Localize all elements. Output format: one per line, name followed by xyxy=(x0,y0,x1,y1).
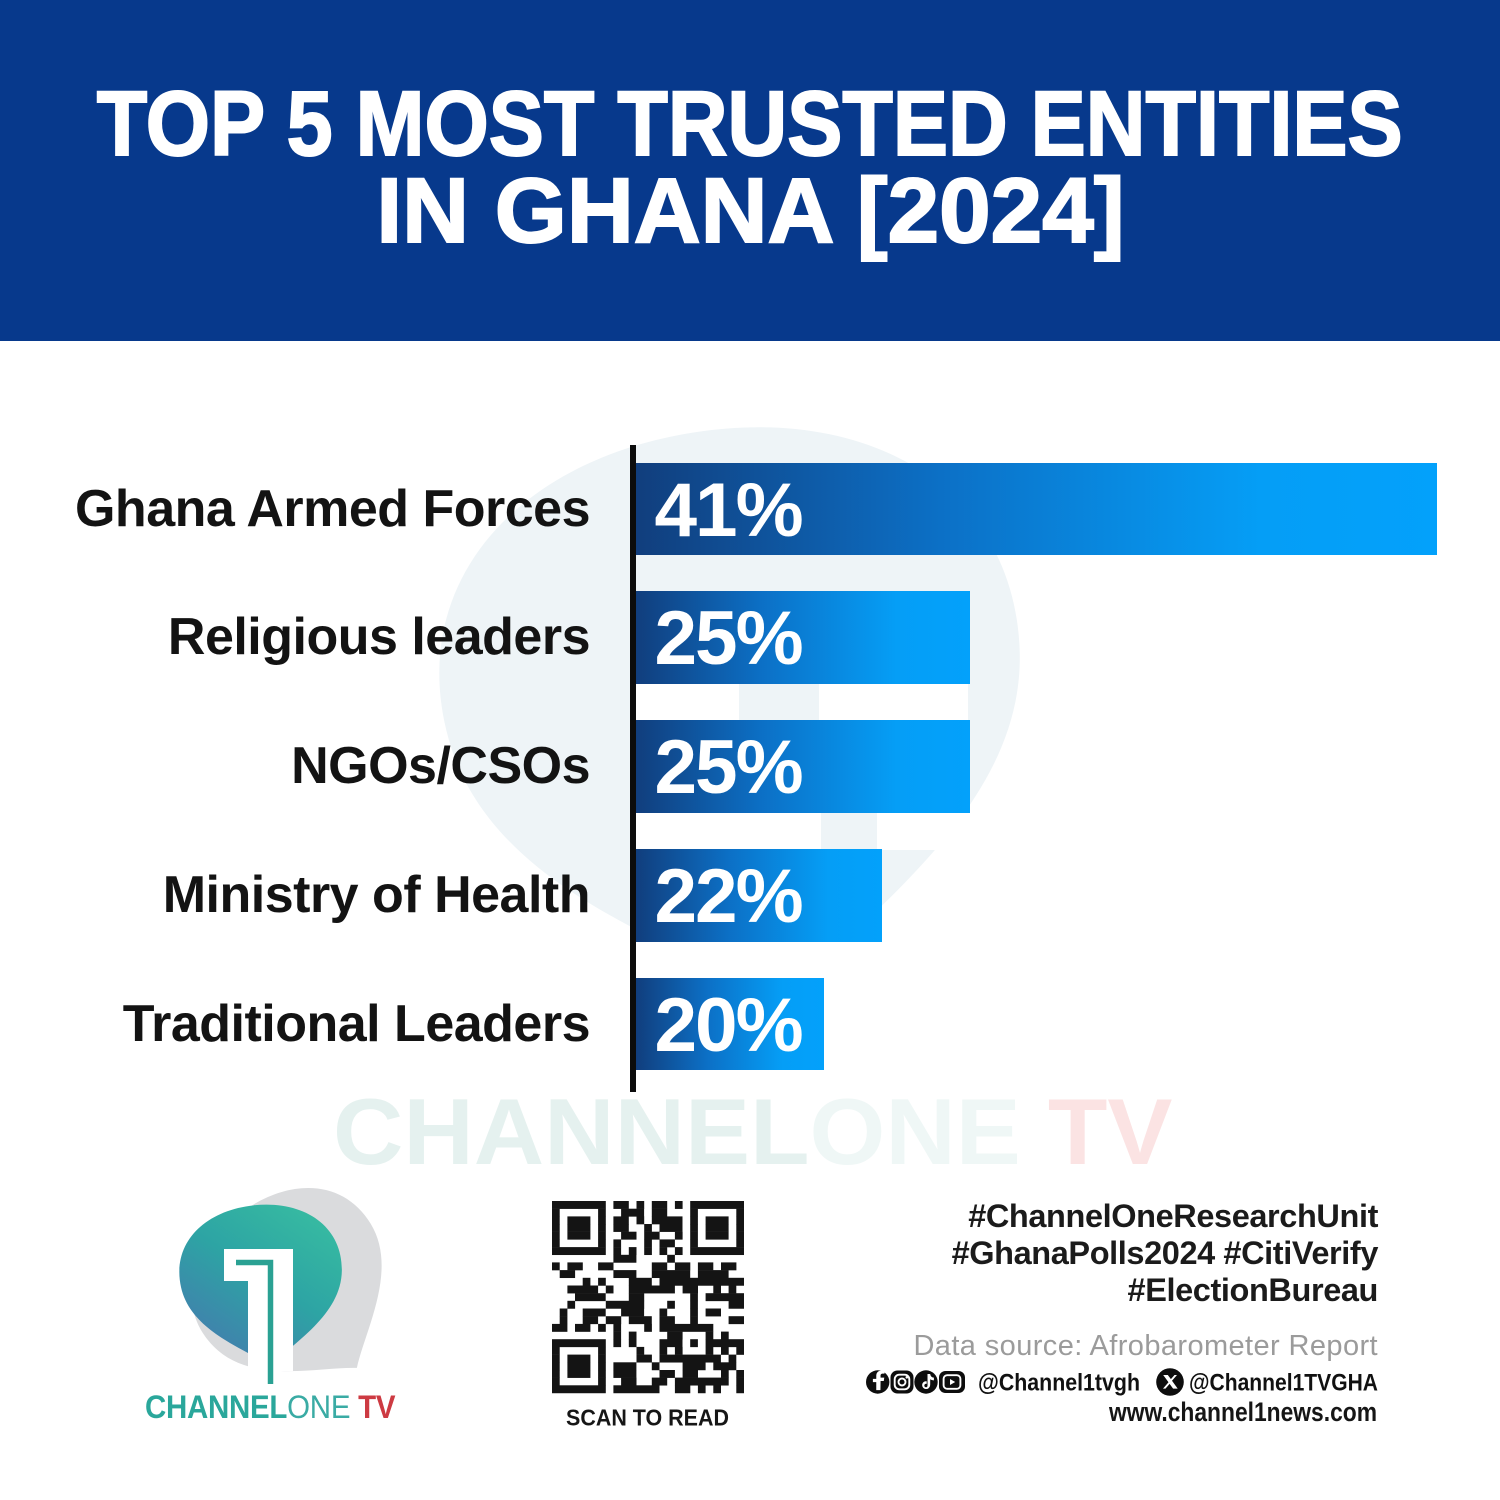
svg-text:www.channel1news.com: www.channel1news.com xyxy=(1108,1397,1377,1427)
svg-text:@Channel1tvgh: @Channel1tvgh xyxy=(978,1370,1140,1397)
svg-text:@Channel1TVGHA: @Channel1TVGHA xyxy=(1189,1370,1378,1397)
svg-text:CHANNELONE TV: CHANNELONE TV xyxy=(145,1389,396,1426)
svg-text:SCAN TO READ: SCAN TO READ xyxy=(566,1405,729,1431)
